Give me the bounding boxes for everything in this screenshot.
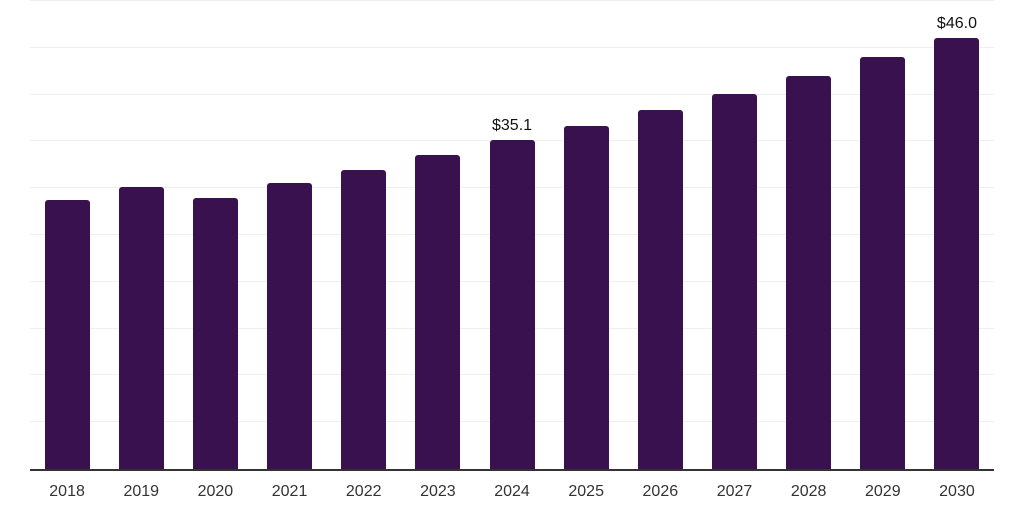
bar-value-label-2024: $35.1 — [491, 117, 533, 135]
bar-2025 — [563, 125, 609, 469]
bar-2018 — [44, 200, 90, 469]
bar-2024: $35.1 — [489, 117, 535, 469]
x-tick-2019: 2019 — [123, 483, 160, 500]
bar-2023 — [415, 154, 461, 469]
bar-group-2023 — [401, 1, 475, 469]
x-tick-2026: 2026 — [642, 483, 679, 500]
x-tick-2020: 2020 — [197, 483, 234, 500]
plot-area: $35.1 $46.0 — [30, 0, 994, 471]
bar-group-2022 — [327, 1, 401, 469]
bar-group-2027 — [697, 1, 771, 469]
bar-group-2030: $46.0 — [920, 1, 994, 469]
x-tick-2018: 2018 — [49, 483, 85, 500]
x-tick-2027: 2027 — [716, 483, 753, 500]
gridline-y-40 — [30, 93, 994, 95]
bar-group-2019 — [104, 1, 178, 469]
bar-2027 — [711, 93, 757, 469]
bar-2028 — [786, 75, 832, 469]
bar-2021 — [267, 182, 313, 469]
x-tick-2030: 2030 — [939, 483, 975, 500]
bar-2029 — [860, 57, 906, 469]
x-tick-2028: 2028 — [790, 483, 827, 500]
bars-row: $35.1 $46.0 — [30, 1, 994, 469]
bar-group-2018 — [30, 1, 104, 469]
bar-group-2028 — [772, 1, 846, 469]
x-tick-2025: 2025 — [568, 483, 604, 500]
x-axis-tick-labels: 2018 2019 2020 2021 2022 2023 2024 2025 2026 2027… — [30, 483, 994, 501]
bar-2019 — [118, 187, 164, 469]
bar-2026 — [637, 109, 683, 469]
x-tick-2022: 2022 — [345, 483, 382, 500]
bar-2030: $46.0 — [934, 15, 980, 469]
x-tick-2021: 2021 — [271, 483, 308, 500]
bar-2022 — [341, 170, 387, 469]
bar-2020 — [192, 197, 238, 469]
x-tick-2029: 2029 — [865, 483, 901, 500]
x-tick-2024: 2024 — [494, 483, 530, 500]
bar-group-2025 — [549, 1, 623, 469]
bar-group-2020 — [178, 1, 252, 469]
x-tick-2023: 2023 — [420, 483, 456, 500]
gridline-y-45 — [30, 46, 994, 48]
bar-group-2024: $35.1 — [475, 1, 549, 469]
bar-group-2026 — [623, 1, 697, 469]
bar-group-2029 — [846, 1, 920, 469]
bar-group-2021 — [252, 1, 326, 469]
gridline-y-50 — [30, 0, 994, 1]
bar-value-label-2030: $46.0 — [936, 15, 977, 33]
